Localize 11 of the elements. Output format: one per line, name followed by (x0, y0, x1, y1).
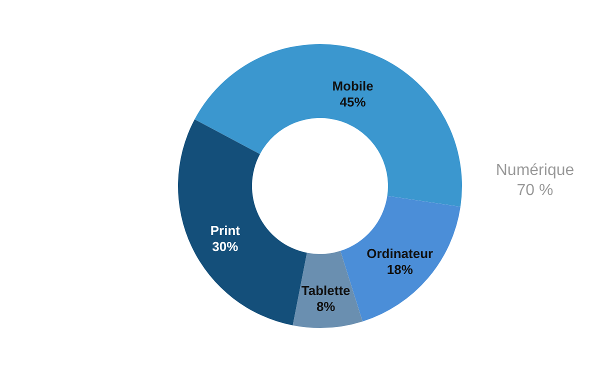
slice-label: Mobile (332, 78, 374, 94)
slice-label: Print (210, 223, 241, 238)
donut-slice (194, 44, 462, 207)
slice-label: Ordinateur (366, 246, 434, 262)
slice-label: Tablette (301, 282, 350, 298)
data-label: 45% (340, 94, 366, 110)
data-label: 30% (212, 239, 239, 254)
donut-slice (292, 250, 363, 328)
data-label: 8% (316, 298, 336, 314)
data-label: 18% (386, 262, 414, 278)
text: Numérique 70 % (496, 162, 574, 199)
